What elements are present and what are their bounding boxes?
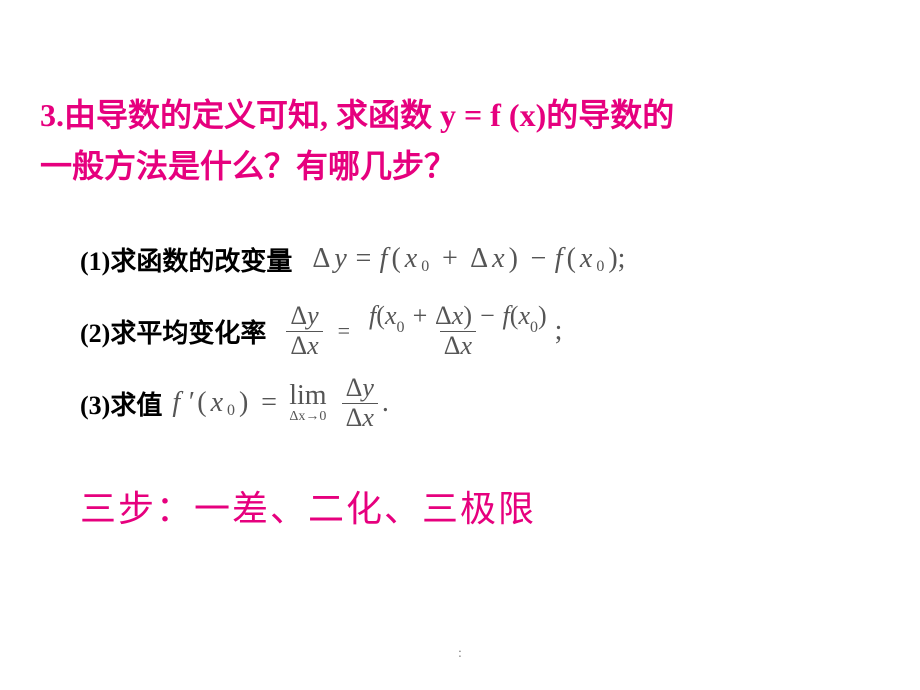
step-3-formula: f ′(x0) = lim Δx→0 Δy Δx .	[172, 374, 389, 432]
heading-fn: y = f (x)	[440, 97, 546, 133]
summary-text: 三步：一差、二化、三极限	[80, 489, 536, 529]
heading-l1c: 的导数的	[546, 97, 674, 133]
step-3: (3)求值 f ′(x0) = lim Δx→0 Δy Δx .	[80, 374, 880, 432]
heading-prefix: 3.	[40, 97, 64, 133]
lim-text: lim	[289, 382, 326, 410]
heading-l1a: 由导数的定义可知, 求函数	[64, 97, 440, 133]
step-1: (1)求函数的改变量 Δy = f(x0 + Δx) − f(x0);	[80, 230, 880, 288]
step-2-formula: Δy Δx = f(x0 + Δx) − f(x0) Δx ;	[286, 302, 562, 360]
step-3-label: (3)求值	[80, 385, 162, 422]
footer-mark: :	[458, 646, 462, 662]
heading-l2: 一般方法是什么？有哪几步？	[40, 148, 456, 184]
step-1-label: (1)求函数的改变量	[80, 241, 292, 278]
steps-block: (1)求函数的改变量 Δy = f(x0 + Δx) − f(x0); (2)求…	[80, 230, 880, 446]
summary-line: 三步：一差、二化、三极限	[80, 480, 536, 532]
step-2-label: (2)求平均变化率	[80, 313, 266, 350]
step-1-formula: Δy = f(x0 + Δx) − f(x0);	[312, 243, 625, 275]
step-2: (2)求平均变化率 Δy Δx = f(x0 + Δx) − f(x0) Δx …	[80, 302, 880, 360]
lim-sub: Δx→0	[289, 410, 326, 424]
question-heading: 3.由导数的定义可知, 求函数 y = f (x)的导数的 一般方法是什么？有哪…	[40, 90, 890, 192]
